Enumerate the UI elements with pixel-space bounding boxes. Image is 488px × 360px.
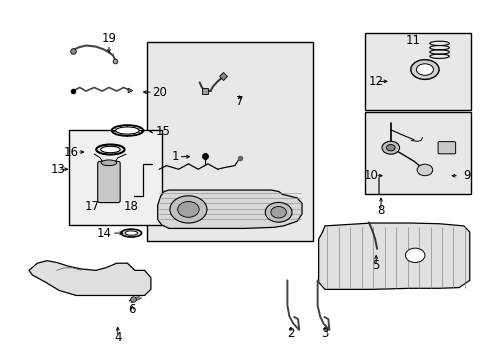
Text: 9: 9 (462, 169, 469, 182)
Bar (365, 112, 470, 194)
Text: 14: 14 (97, 226, 112, 239)
Text: 3: 3 (321, 327, 328, 340)
Text: 8: 8 (377, 204, 384, 217)
Circle shape (381, 141, 399, 154)
Bar (365, 33, 470, 110)
Text: 15: 15 (156, 125, 170, 138)
Ellipse shape (116, 127, 139, 134)
Text: 2: 2 (286, 327, 294, 340)
Ellipse shape (101, 146, 120, 153)
Text: 16: 16 (63, 145, 79, 158)
Text: 7: 7 (235, 95, 243, 108)
Ellipse shape (125, 231, 138, 235)
Ellipse shape (101, 160, 117, 166)
Ellipse shape (410, 60, 438, 80)
Polygon shape (158, 190, 302, 228)
Circle shape (177, 202, 199, 217)
Text: 17: 17 (85, 201, 100, 213)
Text: 5: 5 (372, 259, 379, 272)
Text: 1: 1 (171, 150, 178, 163)
Bar (147, 42, 312, 241)
Polygon shape (318, 223, 469, 289)
Text: 20: 20 (152, 86, 166, 99)
FancyBboxPatch shape (437, 141, 455, 154)
Text: 19: 19 (101, 32, 116, 45)
Text: 6: 6 (128, 303, 136, 316)
Ellipse shape (415, 64, 432, 75)
Circle shape (386, 144, 394, 151)
Circle shape (169, 196, 206, 223)
Polygon shape (29, 261, 151, 296)
Text: 4: 4 (114, 330, 121, 343)
Text: 18: 18 (123, 201, 139, 213)
Text: 11: 11 (405, 34, 419, 48)
Circle shape (416, 164, 432, 176)
FancyBboxPatch shape (98, 161, 120, 203)
Ellipse shape (270, 207, 286, 218)
Bar (69, 130, 161, 225)
Text: 12: 12 (368, 75, 383, 88)
Circle shape (405, 248, 424, 262)
Ellipse shape (121, 229, 142, 237)
Ellipse shape (264, 202, 291, 222)
Ellipse shape (96, 144, 124, 154)
Text: 13: 13 (51, 163, 65, 176)
Text: 10: 10 (363, 169, 378, 182)
